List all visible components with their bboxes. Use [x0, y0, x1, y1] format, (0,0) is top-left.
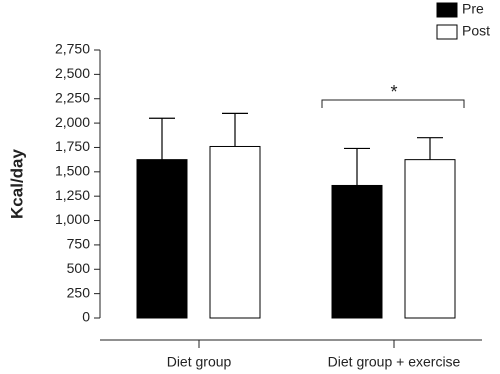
y-tick-label: 2,250: [55, 89, 90, 105]
x-tick-label: Diet group + exercise: [328, 354, 461, 370]
bar: [209, 145, 261, 319]
legend-swatch: [436, 2, 458, 18]
y-axis-label: Kcal/day: [7, 148, 26, 218]
error-bar: [417, 137, 443, 160]
significance-label: *: [390, 82, 397, 102]
error-bar: [344, 147, 370, 186]
error-bar: [222, 112, 248, 147]
y-tick-label: 1,750: [55, 138, 90, 154]
error-bar: [149, 117, 175, 160]
y-tick-label: 500: [67, 260, 91, 276]
significance-bracket: [321, 99, 465, 108]
legend-label: Post: [462, 23, 490, 39]
y-tick-label: 2,750: [55, 41, 90, 57]
y-tick-label: 1,500: [55, 163, 90, 179]
bar: [404, 159, 456, 319]
y-tick-label: 2,000: [55, 114, 90, 130]
y-tick-label: 0: [82, 309, 90, 325]
bar: [136, 159, 188, 319]
y-tick-label: 2,500: [55, 65, 90, 81]
y-tick-label: 750: [67, 236, 91, 252]
y-tick-label: 1,250: [55, 187, 90, 203]
y-tick-label: 1,000: [55, 211, 90, 227]
legend-label: Pre: [462, 1, 484, 17]
bar: [331, 184, 383, 319]
y-tick-label: 250: [67, 284, 91, 300]
x-tick-label: Diet group: [167, 354, 232, 370]
legend-swatch: [436, 24, 458, 40]
